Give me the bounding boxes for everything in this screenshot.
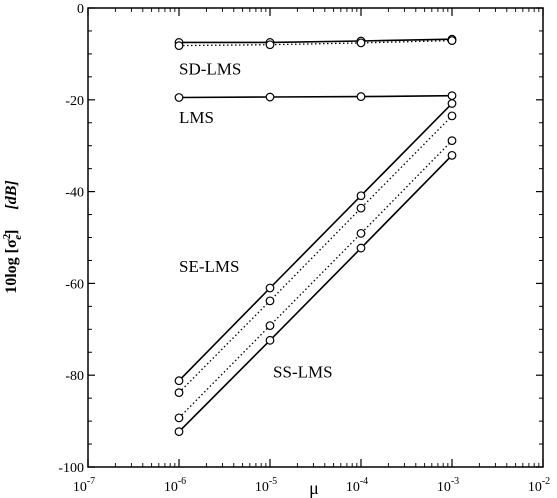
series-7-point (356, 243, 366, 253)
series-7-point (447, 150, 457, 160)
series-4-point (447, 99, 457, 108)
y-label-unit: [dB] (3, 180, 20, 209)
x-tick-base: 10 (164, 480, 178, 495)
x-tick-base: 10 (255, 480, 269, 495)
y-label-suffix: ] (3, 230, 20, 235)
series-5-point (356, 203, 366, 213)
y-tick-label: 0 (77, 2, 84, 17)
series-5-point (174, 388, 184, 398)
annotations: SD-LMS LMS SE-LMS SS-LMS (179, 60, 333, 382)
series-6-point (447, 136, 457, 146)
x-tick-base: 10 (528, 480, 542, 495)
series-4-point (174, 376, 184, 386)
y-label-sup: 2 (1, 233, 13, 239)
x-tick-exponent: -2 (542, 476, 550, 487)
x-tick-exponent: -3 (451, 476, 459, 487)
series-2-point (265, 40, 275, 50)
series-2-point (174, 41, 184, 51)
y-tick-label: -40 (65, 186, 84, 201)
x-tick-label: 10-5 (255, 476, 277, 495)
series-line-7 (178, 154, 453, 433)
y-tick-label: -20 (65, 94, 84, 109)
x-tick-base: 10 (73, 480, 87, 495)
series-line-2 (178, 39, 453, 47)
series-6-point (356, 228, 366, 238)
series-3-point (447, 91, 457, 101)
plot-frame (87, 7, 544, 468)
x-tick-exponent: -5 (269, 476, 277, 487)
x-tick-label: 10-4 (346, 476, 368, 495)
annotation-label: SD-LMS (179, 60, 241, 79)
annotation-label: LMS (179, 108, 214, 127)
series-3-point (174, 93, 184, 102)
series-line-6 (178, 140, 453, 419)
x-axis-label: μ (309, 478, 319, 498)
series-6-point (174, 413, 184, 423)
x-tick-label: 10-6 (164, 476, 186, 495)
series-line-3 (178, 94, 453, 99)
y-axis-label: 10log [σ2e] [dB] (1, 180, 24, 294)
x-tick-label: 10-3 (437, 476, 459, 495)
series-line-1 (179, 38, 453, 44)
x-tick-exponent: -6 (178, 476, 186, 487)
x-tick-base: 10 (437, 480, 451, 495)
y-tick-label: -100 (58, 461, 84, 476)
series-5-point (447, 111, 457, 121)
series-4-point (356, 191, 366, 201)
series-3-point (265, 92, 275, 102)
series-4-point (265, 283, 275, 293)
y-tick-label: -80 (65, 369, 84, 384)
x-tick-exponent: -4 (360, 476, 368, 487)
series-7-point (174, 427, 184, 437)
y-label-sub: e (12, 235, 24, 240)
x-tick-exponent: -7 (87, 476, 95, 487)
series-2-point (447, 36, 457, 45)
y-tick-label: -60 (65, 277, 84, 292)
series-2-point (356, 38, 366, 48)
series-5-point (265, 296, 275, 306)
x-tick-base: 10 (346, 480, 360, 495)
series-3-point (356, 92, 366, 101)
annotation-label: SS-LMS (273, 362, 333, 381)
annotation-label: SE-LMS (179, 257, 239, 276)
series-6-point (265, 321, 275, 331)
series-7-point (265, 335, 275, 345)
svg-text:10log [σ2e][dB]: 10log [σ2e] [dB] (1, 180, 24, 294)
series-line-4 (178, 102, 453, 382)
series-line-5 (178, 115, 453, 394)
x-tick-label: 10-2 (528, 476, 550, 495)
y-label-prefix: 10log [σ (3, 239, 20, 294)
series-layer (174, 34, 457, 437)
x-tick-label: 10-7 (73, 476, 95, 495)
